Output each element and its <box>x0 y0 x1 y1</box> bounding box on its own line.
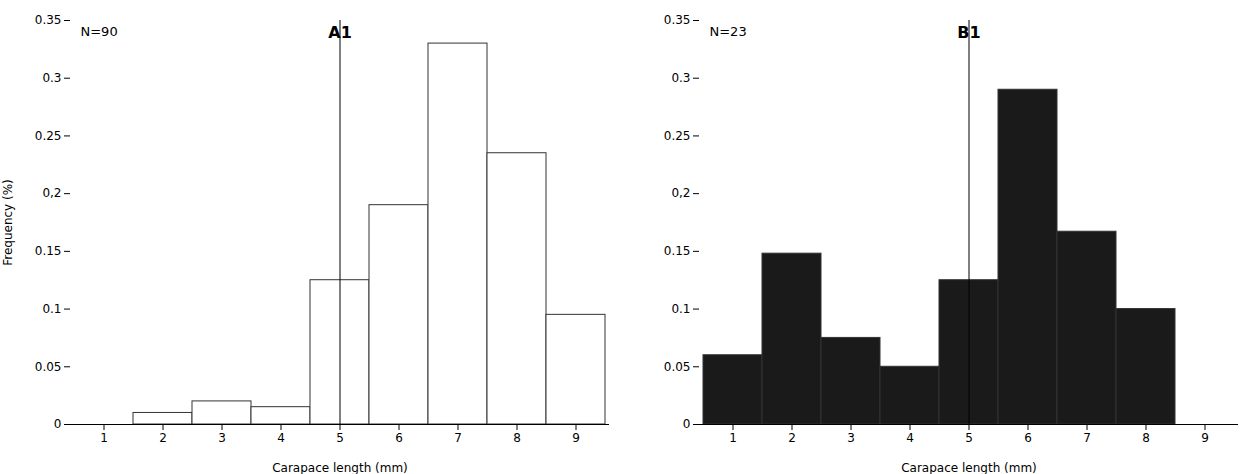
svg-text:0.1: 0.1 <box>42 302 61 316</box>
svg-text:3: 3 <box>847 431 855 445</box>
svg-text:6: 6 <box>1024 431 1032 445</box>
svg-text:4: 4 <box>277 431 285 445</box>
svg-text:N=23: N=23 <box>710 24 747 39</box>
svg-text:0.35: 0.35 <box>35 13 62 27</box>
svg-text:5: 5 <box>336 431 344 445</box>
svg-text:1: 1 <box>100 431 108 445</box>
svg-text:0.05: 0.05 <box>664 360 691 374</box>
svg-text:3: 3 <box>218 431 226 445</box>
svg-text:0.3: 0.3 <box>671 71 690 85</box>
svg-text:Carapace length (mm): Carapace length (mm) <box>272 461 408 474</box>
svg-text:2: 2 <box>159 431 167 445</box>
svg-text:0.3: 0.3 <box>42 71 61 85</box>
svg-text:0.15: 0.15 <box>35 244 62 258</box>
svg-text:0.35: 0.35 <box>664 13 691 27</box>
svg-text:4: 4 <box>906 431 914 445</box>
svg-text:9: 9 <box>1201 431 1209 445</box>
svg-text:7: 7 <box>1083 431 1091 445</box>
svg-text:8: 8 <box>1142 431 1150 445</box>
svg-text:B1: B1 <box>957 23 980 42</box>
svg-text:Carapace length (mm): Carapace length (mm) <box>901 461 1037 474</box>
svg-text:1: 1 <box>729 431 737 445</box>
svg-text:0.25: 0.25 <box>664 129 691 143</box>
svg-text:0: 0 <box>54 417 62 431</box>
svg-text:6: 6 <box>395 431 403 445</box>
svg-text:2: 2 <box>788 431 796 445</box>
svg-text:9: 9 <box>572 431 580 445</box>
svg-text:5: 5 <box>965 431 973 445</box>
svg-text:0,2: 0,2 <box>671 186 690 200</box>
svg-text:0.25: 0.25 <box>35 129 62 143</box>
svg-text:0,2: 0,2 <box>42 186 61 200</box>
svg-text:0.1: 0.1 <box>671 302 690 316</box>
svg-text:0.05: 0.05 <box>35 360 62 374</box>
svg-text:7: 7 <box>454 431 462 445</box>
svg-text:A1: A1 <box>328 23 352 42</box>
svg-text:0.15: 0.15 <box>664 244 691 258</box>
svg-text:N=90: N=90 <box>81 24 118 39</box>
svg-text:8: 8 <box>513 431 521 445</box>
svg-text:Frequency (%): Frequency (%) <box>1 179 15 266</box>
svg-text:0: 0 <box>683 417 691 431</box>
